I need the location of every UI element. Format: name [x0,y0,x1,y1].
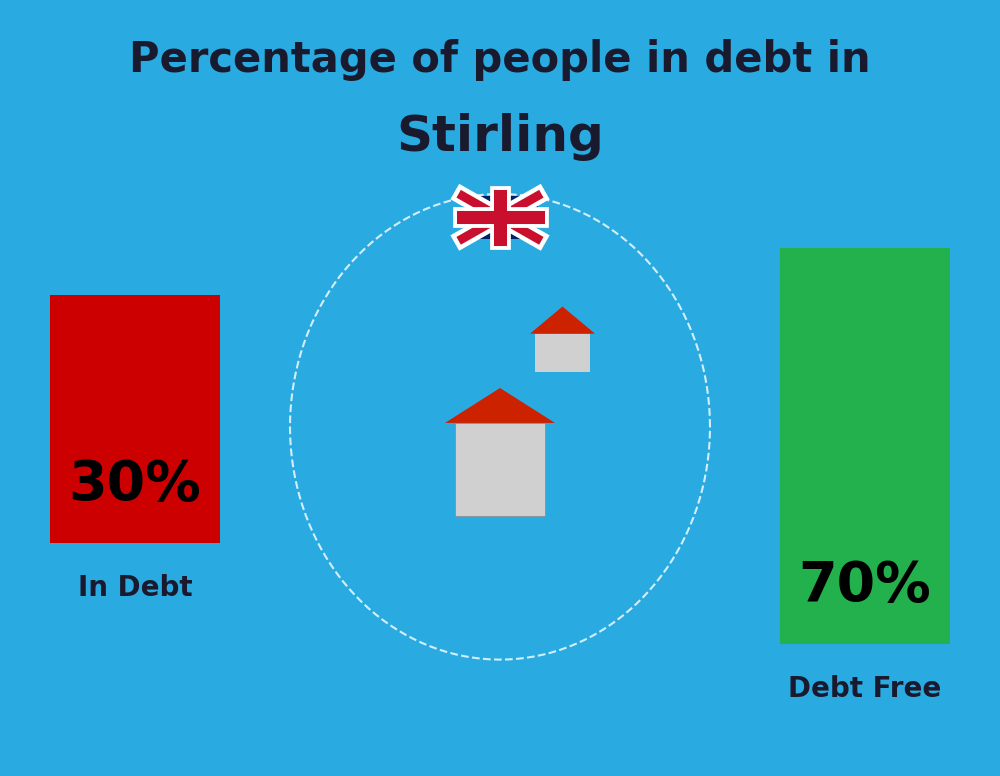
Text: 70%: 70% [799,559,931,613]
FancyBboxPatch shape [455,423,545,516]
FancyBboxPatch shape [462,196,538,239]
FancyBboxPatch shape [535,334,590,372]
FancyBboxPatch shape [780,248,950,644]
FancyBboxPatch shape [50,295,220,543]
Text: 30%: 30% [69,458,201,512]
Text: Debt Free: Debt Free [788,675,942,703]
Text: Stirling: Stirling [396,113,604,161]
Polygon shape [445,388,555,423]
Text: In Debt: In Debt [78,574,192,602]
Text: Percentage of people in debt in: Percentage of people in debt in [129,39,871,81]
Polygon shape [530,307,595,334]
Polygon shape [295,198,705,656]
